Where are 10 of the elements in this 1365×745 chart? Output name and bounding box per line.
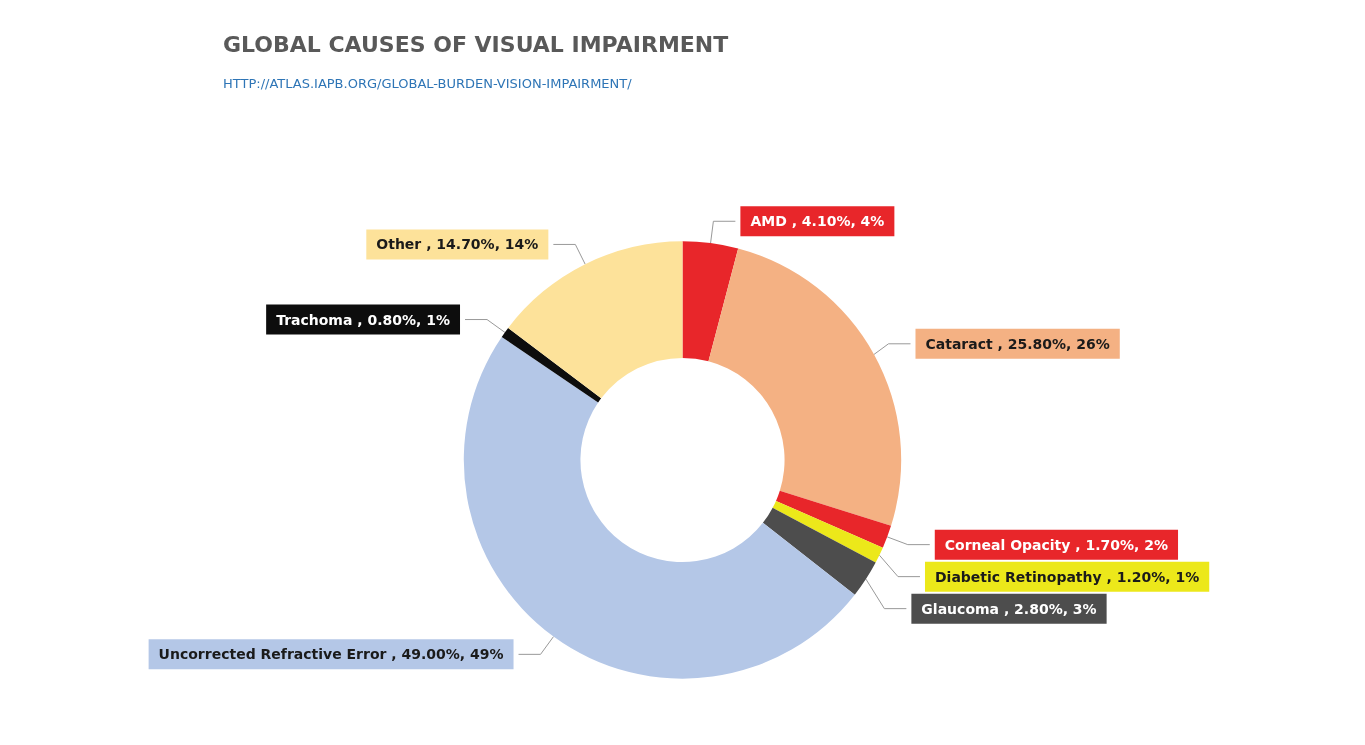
chart-subtitle: HTTP://ATLAS.IAPB.ORG/GLOBAL-BURDEN-VISION-IMPAIRMENT/ <box>223 76 633 91</box>
slice-label: Diabetic Retinopathy , 1.20%, 1% <box>934 568 1200 585</box>
slice-label: AMD , 4.10%, 4% <box>750 213 885 230</box>
slice-label: Other , 14.70%, 14% <box>376 236 539 253</box>
slice-label: Uncorrected Refractive Error , 49.00%, 49% <box>158 646 504 663</box>
chart-title: GLOBAL CAUSES OF VISUAL IMPAIRMENT <box>223 31 729 57</box>
slice-label: Cataract , 25.80%, 26% <box>925 335 1110 352</box>
slice-label: Glaucoma , 2.80%, 3% <box>921 600 1097 617</box>
slice-label: Corneal Opacity , 1.70%, 2% <box>944 536 1169 553</box>
slice-label: Trachoma , 0.80%, 1% <box>276 311 451 328</box>
